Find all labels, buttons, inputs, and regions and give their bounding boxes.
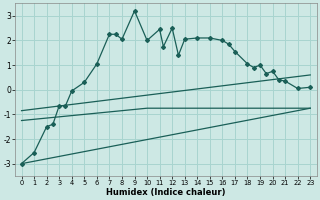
X-axis label: Humidex (Indice chaleur): Humidex (Indice chaleur) [106, 188, 226, 197]
